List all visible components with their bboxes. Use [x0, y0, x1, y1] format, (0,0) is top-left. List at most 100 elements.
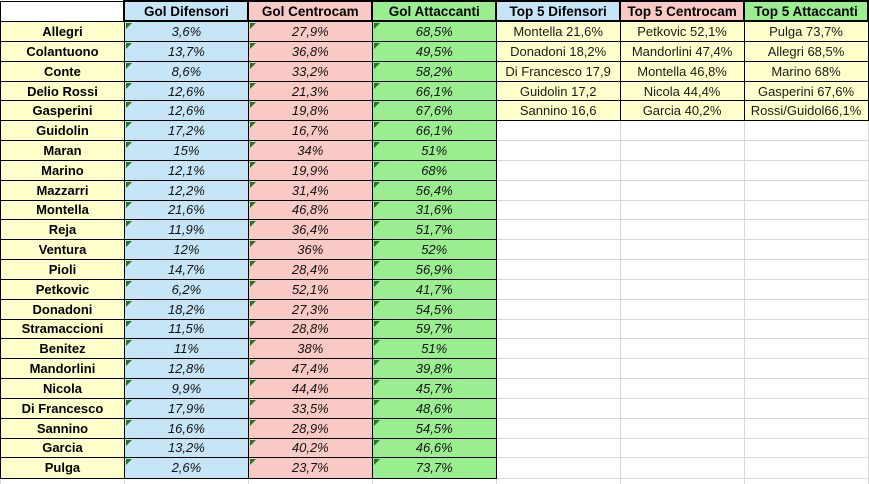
centrocam-value-cell[interactable]: 38% [247, 338, 373, 360]
empty-cell[interactable] [619, 397, 745, 419]
coach-name-cell[interactable]: Conte [0, 60, 125, 82]
centrocam-value-cell[interactable]: 19,9% [247, 159, 373, 181]
coach-name-cell[interactable]: Delio Rossi [0, 80, 125, 102]
empty-cell[interactable] [743, 120, 869, 142]
centrocam-value-cell[interactable]: 40,2% [247, 437, 373, 459]
empty-cell[interactable] [247, 477, 373, 484]
top5-difensori-cell[interactable]: Guidolin 17,2 [495, 80, 621, 102]
attaccanti-value-cell[interactable]: 51% [371, 140, 497, 161]
attaccanti-value-cell[interactable]: 68,5% [371, 20, 497, 42]
centrocam-value-cell[interactable]: 47,4% [247, 358, 373, 380]
empty-cell[interactable] [619, 120, 745, 142]
difensori-value-cell[interactable]: 12% [123, 239, 249, 261]
empty-cell[interactable] [495, 338, 621, 360]
coach-name-cell[interactable]: Guidolin [0, 120, 125, 142]
top5-centrocam-cell[interactable]: Montella 46,8% [619, 60, 745, 82]
difensori-value-cell[interactable]: 11% [123, 338, 249, 360]
top5-attaccanti-cell[interactable]: Rossi/Guidol66,1% [743, 100, 869, 122]
top5-attaccanti-cell[interactable]: Allegri 68,5% [743, 40, 869, 62]
centrocam-value-cell[interactable]: 52,1% [247, 278, 373, 300]
header-gol-difensori[interactable]: Gol Difensori [123, 0, 250, 22]
top5-centrocam-cell[interactable]: Mandorlini 47,4% [619, 40, 745, 62]
attaccanti-value-cell[interactable]: 52% [371, 239, 497, 261]
empty-cell[interactable] [743, 477, 869, 484]
empty-cell[interactable] [743, 239, 869, 261]
coach-name-cell[interactable]: Reja [0, 219, 125, 241]
difensori-value-cell[interactable]: 15% [123, 140, 249, 161]
empty-cell[interactable] [495, 120, 621, 142]
empty-cell[interactable] [495, 437, 621, 459]
empty-cell[interactable] [495, 278, 621, 300]
empty-cell[interactable] [619, 219, 745, 241]
empty-cell[interactable] [495, 159, 621, 181]
empty-cell[interactable] [495, 477, 621, 484]
attaccanti-value-cell[interactable]: 54,5% [371, 298, 497, 320]
centrocam-value-cell[interactable]: 36% [247, 239, 373, 261]
centrocam-value-cell[interactable]: 16,7% [247, 120, 373, 142]
difensori-value-cell[interactable]: 9,9% [123, 378, 249, 399]
empty-cell[interactable] [619, 179, 745, 201]
empty-cell[interactable] [743, 338, 869, 360]
empty-cell[interactable] [619, 278, 745, 300]
empty-cell[interactable] [743, 437, 869, 459]
top5-attaccanti-cell[interactable]: Marino 68% [743, 60, 869, 82]
empty-cell[interactable] [619, 417, 745, 439]
empty-cell[interactable] [619, 259, 745, 280]
coach-name-cell[interactable]: Benitez [0, 338, 125, 360]
difensori-value-cell[interactable]: 12,6% [123, 100, 249, 122]
attaccanti-value-cell[interactable]: 51% [371, 338, 497, 360]
empty-cell[interactable] [0, 477, 125, 484]
header-top5-difensori[interactable]: Top 5 Difensori [495, 0, 622, 22]
empty-cell[interactable] [743, 219, 869, 241]
centrocam-value-cell[interactable]: 23,7% [247, 457, 373, 479]
attaccanti-value-cell[interactable]: 39,8% [371, 358, 497, 380]
empty-cell[interactable] [495, 358, 621, 380]
empty-cell[interactable] [495, 199, 621, 221]
difensori-value-cell[interactable]: 6,2% [123, 278, 249, 300]
attaccanti-value-cell[interactable]: 48,6% [371, 397, 497, 419]
top5-difensori-cell[interactable]: Montella 21,6% [495, 20, 621, 42]
centrocam-value-cell[interactable]: 33,2% [247, 60, 373, 82]
empty-cell[interactable] [619, 457, 745, 479]
difensori-value-cell[interactable]: 17,9% [123, 397, 249, 419]
coach-name-cell[interactable]: Marino [0, 159, 125, 181]
difensori-value-cell[interactable]: 13,7% [123, 40, 249, 62]
empty-cell[interactable] [619, 378, 745, 399]
empty-cell[interactable] [743, 358, 869, 380]
centrocam-value-cell[interactable]: 36,8% [247, 40, 373, 62]
coach-name-cell[interactable]: Pulga [0, 457, 125, 479]
centrocam-value-cell[interactable]: 36,4% [247, 219, 373, 241]
attaccanti-value-cell[interactable]: 54,5% [371, 417, 497, 439]
difensori-value-cell[interactable]: 12,8% [123, 358, 249, 380]
attaccanti-value-cell[interactable]: 59,7% [371, 318, 497, 340]
attaccanti-value-cell[interactable]: 46,6% [371, 437, 497, 459]
header-top5-centrocam[interactable]: Top 5 Centrocam [619, 0, 746, 22]
empty-cell[interactable] [495, 259, 621, 280]
coach-name-cell[interactable]: Nicola [0, 378, 125, 399]
attaccanti-value-cell[interactable]: 31,6% [371, 199, 497, 221]
coach-name-cell[interactable]: Maran [0, 140, 125, 161]
difensori-value-cell[interactable]: 13,2% [123, 437, 249, 459]
centrocam-value-cell[interactable]: 28,8% [247, 318, 373, 340]
attaccanti-value-cell[interactable]: 49,5% [371, 40, 497, 62]
empty-cell[interactable] [619, 338, 745, 360]
empty-cell[interactable] [619, 477, 745, 484]
coach-name-cell[interactable]: Gasperini [0, 100, 125, 122]
centrocam-value-cell[interactable]: 34% [247, 140, 373, 161]
empty-cell[interactable] [495, 219, 621, 241]
difensori-value-cell[interactable]: 14,7% [123, 259, 249, 280]
coach-name-cell[interactable]: Garcia [0, 437, 125, 459]
centrocam-value-cell[interactable]: 27,9% [247, 20, 373, 42]
top5-difensori-cell[interactable]: Di Francesco 17,9 [495, 60, 621, 82]
coach-name-cell[interactable]: Pioli [0, 259, 125, 280]
difensori-value-cell[interactable]: 12,1% [123, 159, 249, 181]
empty-cell[interactable] [743, 298, 869, 320]
empty-cell[interactable] [743, 259, 869, 280]
empty-cell[interactable] [743, 179, 869, 201]
corner-cell[interactable] [0, 0, 125, 22]
coach-name-cell[interactable]: Colantuono [0, 40, 125, 62]
attaccanti-value-cell[interactable]: 73,7% [371, 457, 497, 479]
coach-name-cell[interactable]: Ventura [0, 239, 125, 261]
top5-attaccanti-cell[interactable]: Gasperini 67,6% [743, 80, 869, 102]
empty-cell[interactable] [619, 318, 745, 340]
